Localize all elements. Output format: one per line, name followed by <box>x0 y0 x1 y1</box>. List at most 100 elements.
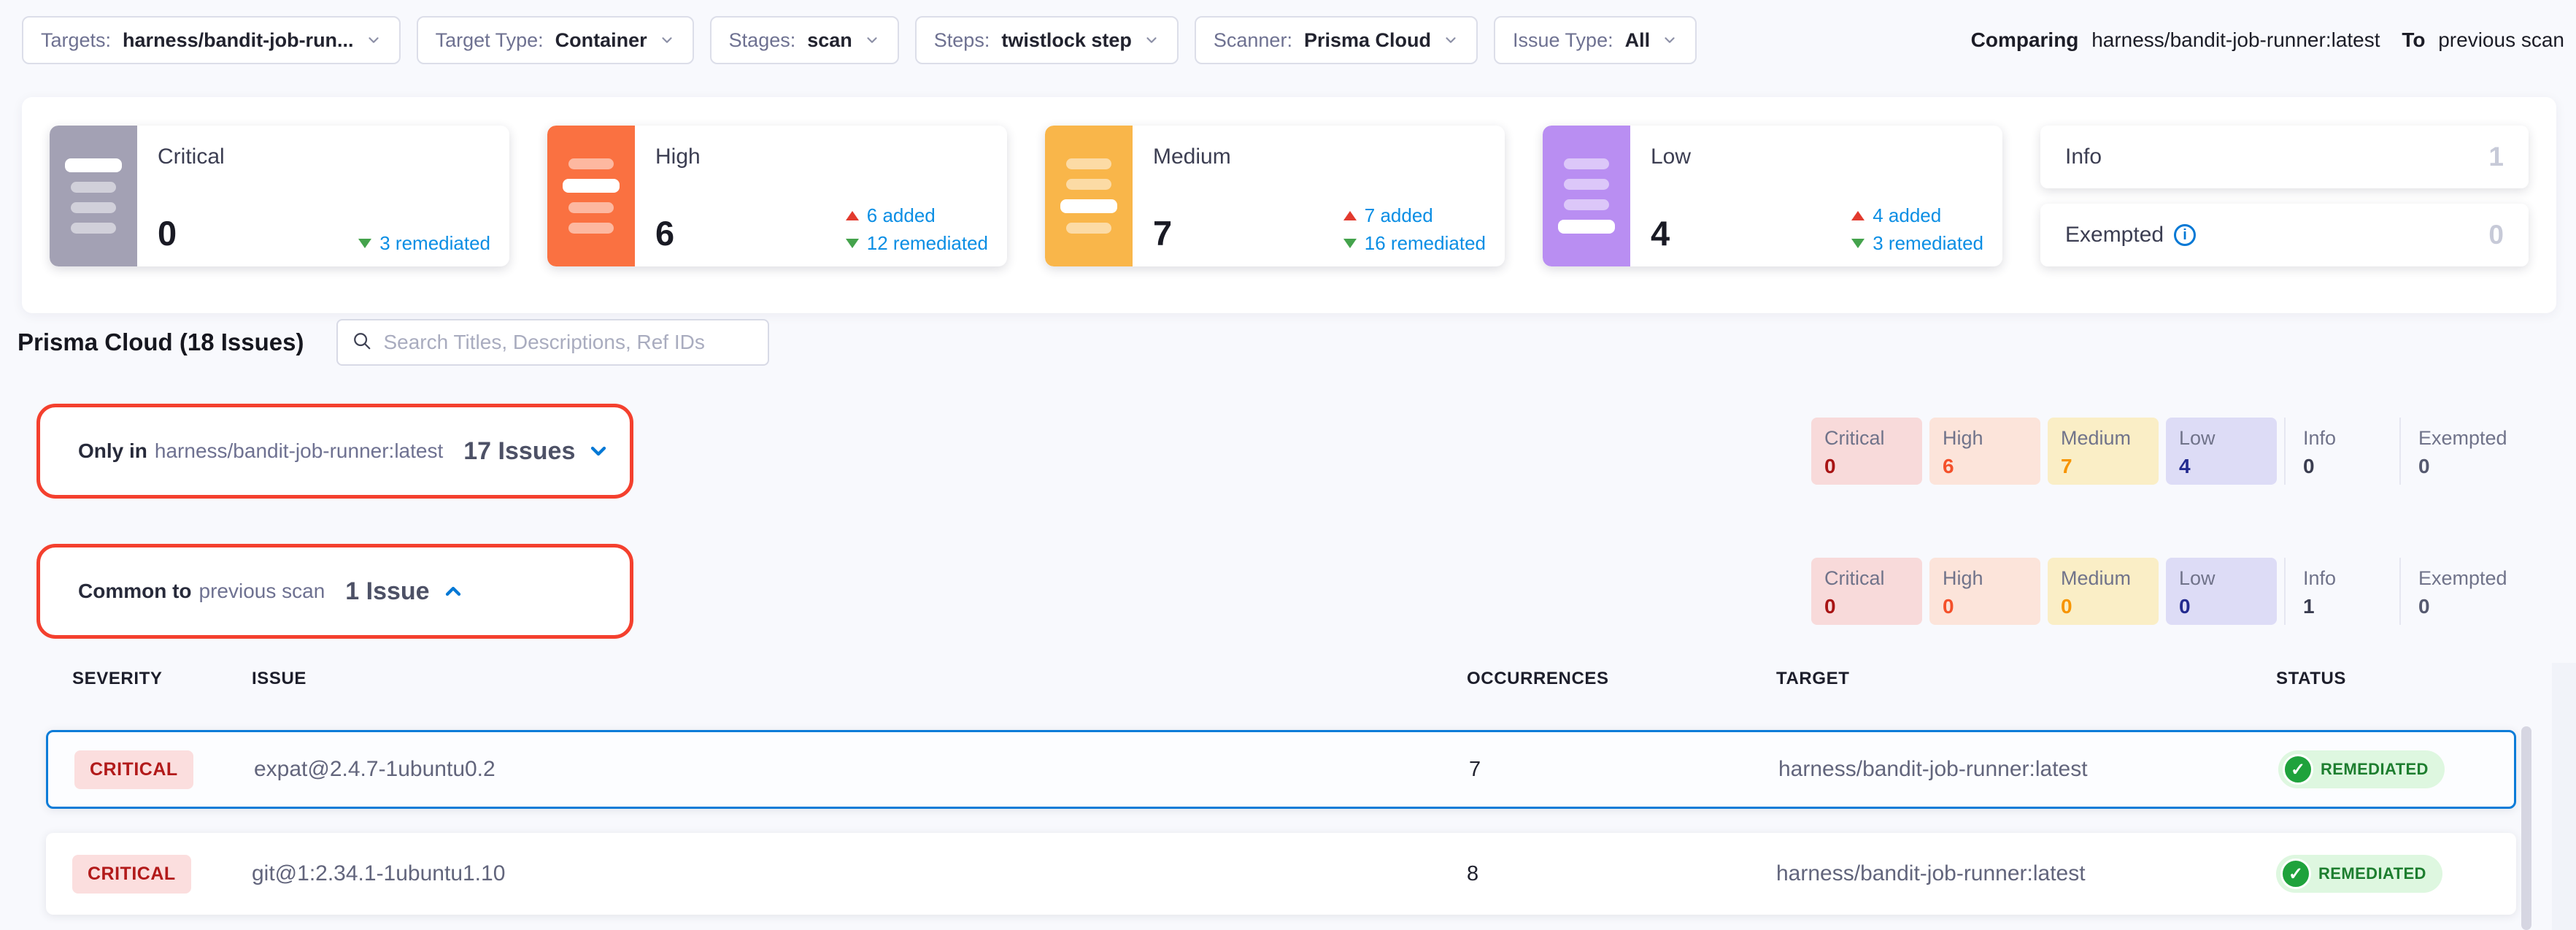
added-link[interactable]: 4 added <box>1851 204 1941 227</box>
exempted-chip: Exempted 0 <box>2399 418 2525 485</box>
only-in-group-toggle[interactable]: Only in harness/bandit-job-runner:latest… <box>36 404 633 499</box>
severity-bar <box>1066 179 1111 190</box>
medium-severity-icon <box>1045 126 1133 266</box>
severity-chips: Critical 0 High 0 Medium 0 Low 0 Info 1 … <box>1811 558 2525 625</box>
severity-bar <box>1060 199 1117 213</box>
exempted-count: 0 <box>2488 220 2504 250</box>
table-row[interactable]: CRITICAL git@1:2.34.1-1ubuntu1.10 8 harn… <box>46 833 2516 915</box>
severity-bar <box>1564 179 1609 190</box>
card-count: 7 <box>1153 214 1173 253</box>
group-common-to: Common to previous scan 1 Issue Critical… <box>0 544 2576 639</box>
filter-value: All <box>1624 28 1651 51</box>
filter-value: scan <box>807 28 852 51</box>
filter-value: Prisma Cloud <box>1303 28 1431 51</box>
scanner-filter-dropdown[interactable]: Scanner: Prisma Cloud <box>1194 16 1478 64</box>
filter-value: Container <box>555 28 647 51</box>
added-link[interactable]: 7 added <box>1343 204 1433 227</box>
column-header-occurrences: OCCURRENCES <box>1467 669 1609 688</box>
issue-type-filter-dropdown[interactable]: Issue Type: All <box>1494 16 1697 64</box>
right-gutter <box>2552 663 2576 930</box>
severity-bar <box>1558 220 1615 234</box>
added-link[interactable]: 6 added <box>845 204 936 227</box>
status-label: REMEDIATED <box>2321 760 2429 778</box>
issues-section-header: Prisma Cloud (18 Issues) <box>18 319 770 366</box>
exempted-label: Exempted <box>2065 223 2197 247</box>
common-to-group-toggle[interactable]: Common to previous scan 1 Issue <box>36 544 633 639</box>
filter-value: twistlock step <box>1001 28 1132 51</box>
low-chip: Low 0 <box>2166 558 2277 625</box>
card-trends: 7 added 16 remediated <box>1343 204 1486 255</box>
low-chip: Low 4 <box>2166 418 2277 485</box>
column-header-issue: ISSUE <box>252 669 307 688</box>
chevron-down-icon <box>1443 32 1459 48</box>
page-title: Prisma Cloud (18 Issues) <box>18 328 304 356</box>
info-count: 1 <box>2488 142 2504 172</box>
severity-chips: Critical 0 High 6 Medium 7 Low 4 Info 0 … <box>1811 418 2525 485</box>
remediated-link[interactable]: 16 remediated <box>1343 232 1486 255</box>
vertical-scrollbar[interactable] <box>2521 726 2531 930</box>
target-cell: harness/bandit-job-runner:latest <box>1778 757 2088 781</box>
chip-label: Info <box>2303 427 2337 449</box>
steps-filter-dropdown[interactable]: Steps: twistlock step <box>914 16 1179 64</box>
chip-value: 0 <box>2303 455 2315 477</box>
remediated-link[interactable]: 3 remediated <box>1851 232 1983 255</box>
chevron-down-icon <box>1144 32 1160 48</box>
low-summary-card: Low 4 4 added 3 remediated <box>1543 126 2002 266</box>
chip-value: 7 <box>2061 455 2072 477</box>
chip-label: Critical <box>1824 427 1885 449</box>
group-only-in: Only in harness/bandit-job-runner:latest… <box>0 404 2576 499</box>
trend-up-icon <box>1343 211 1357 220</box>
search-box <box>336 319 770 366</box>
trend-up-icon <box>1851 211 1865 220</box>
remediated-link[interactable]: 12 remediated <box>845 232 988 255</box>
remediated-link[interactable]: 3 remediated <box>358 232 490 255</box>
remediated-text: 3 remediated <box>1873 232 1983 254</box>
chip-label: Exempted <box>2418 567 2507 589</box>
group-prefix: Common to <box>78 580 192 602</box>
remediated-text: 3 remediated <box>379 232 490 254</box>
chevron-up-icon <box>441 580 465 603</box>
filter-label: Steps: <box>933 28 990 51</box>
severity-bar <box>71 223 116 234</box>
filter-label: Target Type: <box>435 28 544 51</box>
exempted-chip: Exempted 0 <box>2399 558 2525 625</box>
card-body: Medium 7 7 added 16 remediated <box>1133 126 1505 266</box>
chip-value: 4 <box>2179 455 2191 477</box>
severity-bar <box>563 179 620 193</box>
check-circle-icon <box>2283 754 2313 785</box>
chip-value: 6 <box>1943 455 1954 477</box>
stages-filter-dropdown[interactable]: Stages: scan <box>709 16 899 64</box>
target-cell: harness/bandit-job-runner:latest <box>1776 861 2086 885</box>
filter-value: harness/bandit-job-run... <box>123 28 354 51</box>
table-header: SEVERITY ISSUE OCCURRENCES TARGET STATUS <box>46 669 2516 689</box>
targets-filter-dropdown[interactable]: Targets: harness/bandit-job-run... <box>22 16 401 64</box>
high-chip: High 0 <box>1929 558 2040 625</box>
high-severity-icon <box>547 126 635 266</box>
target-type-filter-dropdown[interactable]: Target Type: Container <box>416 16 694 64</box>
chip-value: 0 <box>1824 595 1836 618</box>
chip-label: High <box>1943 427 1983 449</box>
chevron-down-icon <box>366 32 382 48</box>
high-chip: High 6 <box>1929 418 2040 485</box>
filter-bar: Targets: harness/bandit-job-run... Targe… <box>22 16 2564 64</box>
issue-cell: git@1:2.34.1-1ubuntu1.10 <box>252 861 506 885</box>
check-circle-icon <box>2280 858 2311 889</box>
chip-label: High <box>1943 567 1983 589</box>
card-count: 0 <box>158 214 177 253</box>
column-header-target: TARGET <box>1776 669 1850 688</box>
search-input[interactable] <box>382 330 755 355</box>
added-text: 4 added <box>1873 204 1942 226</box>
card-body: Critical 0 3 remediated <box>137 126 509 266</box>
card-body: High 6 6 added 12 remediated <box>635 126 1007 266</box>
search-icon <box>351 330 373 356</box>
medium-summary-card: Medium 7 7 added 16 remediated <box>1045 126 1505 266</box>
chip-label: Low <box>2179 567 2216 589</box>
comparing-target: harness/bandit-job-runner:latest <box>2091 28 2380 51</box>
chevron-down-icon <box>587 439 610 463</box>
info-icon[interactable] <box>2174 224 2197 246</box>
severity-badge: CRITICAL <box>72 854 191 894</box>
card-trends: 6 added 12 remediated <box>845 204 988 255</box>
filter-label: Stages: <box>728 28 796 51</box>
info-exempted-column: Info 1 Exempted 0 <box>2040 126 2529 313</box>
table-row[interactable]: CRITICAL expat@2.4.7-1ubuntu0.2 7 harnes… <box>46 730 2516 809</box>
